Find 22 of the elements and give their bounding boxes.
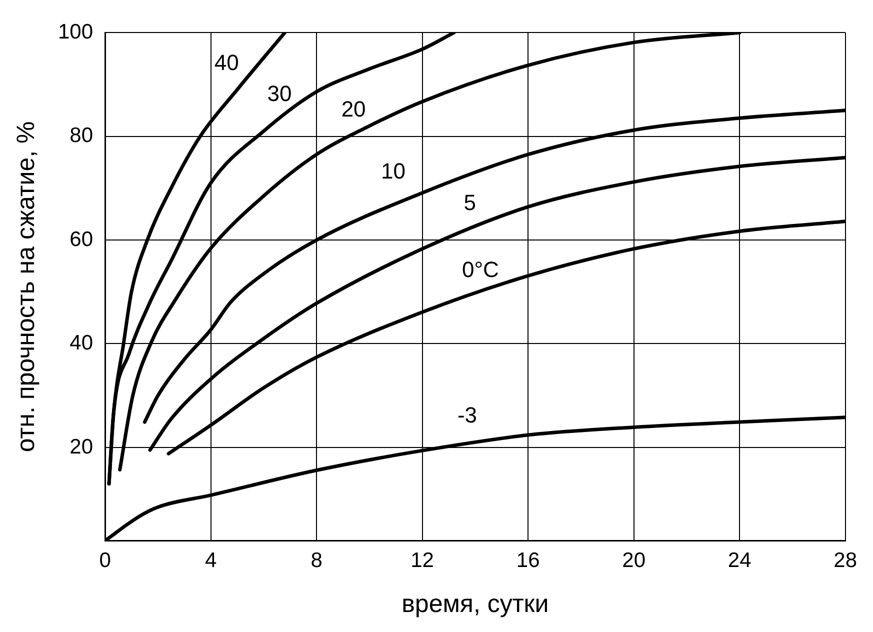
series-label: 40	[214, 50, 239, 75]
series-label: 10	[380, 158, 406, 184]
x-tick-label: 24	[728, 549, 752, 572]
x-axis-title: время, сутки	[402, 590, 549, 618]
series-label: 20	[341, 96, 366, 122]
y-tick-label: 40	[70, 332, 94, 355]
series-label: 0°C	[462, 257, 500, 282]
y-tick-label: 60	[70, 228, 94, 251]
x-tick-label: 16	[516, 549, 540, 572]
x-tick-label: 20	[622, 549, 646, 572]
x-tick-label: 28	[834, 549, 857, 572]
x-tick-label: 4	[204, 549, 217, 572]
x-tick-label: 12	[410, 549, 434, 572]
series-label: -3	[457, 402, 478, 428]
series-label: 30	[267, 80, 292, 106]
x-tick-label: 8	[310, 549, 322, 572]
y-axis-title: отн. прочность на сжатие, %	[12, 121, 40, 452]
y-tick-label: 80	[70, 124, 94, 148]
y-tick-label: 100	[58, 20, 94, 44]
x-tick-label: 0	[99, 549, 111, 572]
series-label: 5	[464, 190, 476, 215]
y-tick-label: 20	[70, 435, 94, 458]
